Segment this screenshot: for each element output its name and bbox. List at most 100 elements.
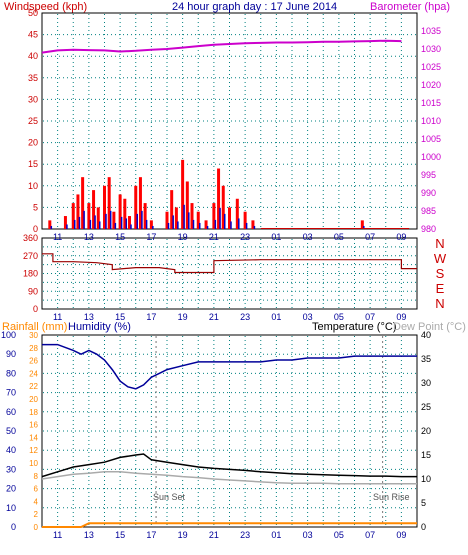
x-tick-label: 03 [303,232,313,242]
compass-label: E [436,281,445,296]
y-tick-label: 90 [6,349,16,359]
y-tick-label: 35 [28,73,38,83]
x-tick-label: 09 [396,232,406,242]
temp-panel [41,334,418,528]
barometer-series-line [41,39,402,54]
windspeed-bars [48,159,410,229]
dewpoint-series-line [41,471,417,485]
x-tick-label: 19 [178,232,188,242]
compass-label: W [434,251,447,266]
compass-label: N [435,296,444,311]
y-rain-tick-label: 20 [29,395,38,404]
y2-tick-label: 10 [421,474,431,484]
y-tick-label: 15 [28,159,38,169]
y-tick-label: 100 [1,330,16,340]
y-rain-tick-label: 30 [29,331,38,340]
wind-panel [41,12,418,230]
graph-title: 24 hour graph day : 17 June 2014 [172,1,337,13]
y-rain-tick-label: 16 [29,421,38,430]
direction-line [42,253,417,274]
y-tick-label: 20 [28,138,38,148]
y-rain-tick-label: 6 [34,485,39,494]
y-rain-tick-label: 18 [29,408,38,417]
y2-tick-label: 1000 [421,152,441,162]
y-tick-label: 60 [6,407,16,417]
x-tick-label: 03 [303,312,313,322]
x-tick-label: 23 [240,312,250,322]
x-tick-label: 11 [53,530,62,540]
y2-tick-label: 1030 [421,44,441,54]
x-tick-label: 13 [84,530,94,540]
temp-lines [41,343,417,528]
y2-tick-label: 1035 [421,26,441,36]
x-tick-label: 17 [146,232,156,242]
y-rain-tick-label: 14 [29,433,38,442]
humidity-title: Humidity (%) [68,321,131,333]
y2-tick-label: 1010 [421,116,441,126]
x-tick-label: 03 [303,530,313,540]
x-tick-label: 21 [209,312,219,322]
y-tick-label: 90 [28,286,38,296]
y-rain-tick-label: 0 [34,523,39,532]
humidity-series-line [42,343,417,390]
rainfall-title: Rainfall (mm) [2,321,67,333]
y-tick-label: 45 [28,30,38,40]
temperature-title: Temperature (°C) [312,321,396,333]
y2-tick-label: 15 [421,450,431,460]
y-tick-label: 40 [6,445,16,455]
y2-tick-label: 25 [421,402,431,412]
x-tick-label: 15 [115,232,125,242]
y2-tick-label: 20 [421,426,431,436]
y-rain-tick-label: 8 [34,472,39,481]
y-tick-label: 5 [33,202,38,212]
y-tick-label: 0 [33,224,38,234]
x-tick-label: 09 [396,530,406,540]
x-tick-label: 01 [271,232,281,242]
x-tick-label: 23 [240,232,250,242]
rainfall-series-line [42,522,417,528]
x-tick-label: 19 [178,530,188,540]
x-tick-label: 17 [146,530,156,540]
y-tick-label: 270 [23,251,38,261]
y2-tick-label: 0 [421,522,426,532]
y-tick-label: 0 [11,522,16,532]
x-tick-label: 07 [365,530,375,540]
x-tick-label: 21 [209,232,219,242]
sunrise-label: Sun Rise [373,492,410,502]
y-tick-label: 70 [6,388,16,398]
y-tick-label: 10 [28,181,38,191]
y-tick-label: 80 [6,368,16,378]
dewpoint-title: Dew Point (°C) [393,321,466,333]
y-rain-tick-label: 28 [29,344,38,353]
barometer-title: Barometer (hpa) [370,1,450,13]
x-tick-label: 07 [365,312,375,322]
x-tick-label: 13 [84,232,94,242]
y-tick-label: 30 [6,464,16,474]
x-tick-label: 17 [146,312,156,322]
x-tick-label: 15 [115,312,125,322]
y-tick-label: 0 [33,304,38,314]
y2-tick-label: 35 [421,354,431,364]
y-tick-label: 30 [28,94,38,104]
y-tick-label: 180 [23,269,38,279]
x-tick-label: 21 [209,530,219,540]
x-tick-label: 09 [396,312,406,322]
y-tick-label: 40 [28,51,38,61]
y2-tick-label: 40 [421,330,431,340]
compass-label: N [435,236,444,251]
barometer-line [41,39,402,54]
y-rain-tick-label: 10 [29,459,38,468]
x-tick-label: 23 [240,530,250,540]
x-tick-label: 19 [178,312,188,322]
x-tick-label: 11 [53,232,62,242]
y2-tick-label: 990 [421,188,436,198]
y2-tick-label: 985 [421,206,436,216]
y-tick-label: 20 [6,484,16,494]
x-tick-label: 01 [271,530,281,540]
x-tick-label: 05 [334,232,344,242]
y2-tick-label: 30 [421,378,431,388]
y-tick-label: 10 [6,503,16,513]
temp-axis-labels: 11 13 15 17 19 21 23 01 03 05 07 090102030405060708… [1,330,431,540]
sunset-label: Sun Set [153,492,186,502]
